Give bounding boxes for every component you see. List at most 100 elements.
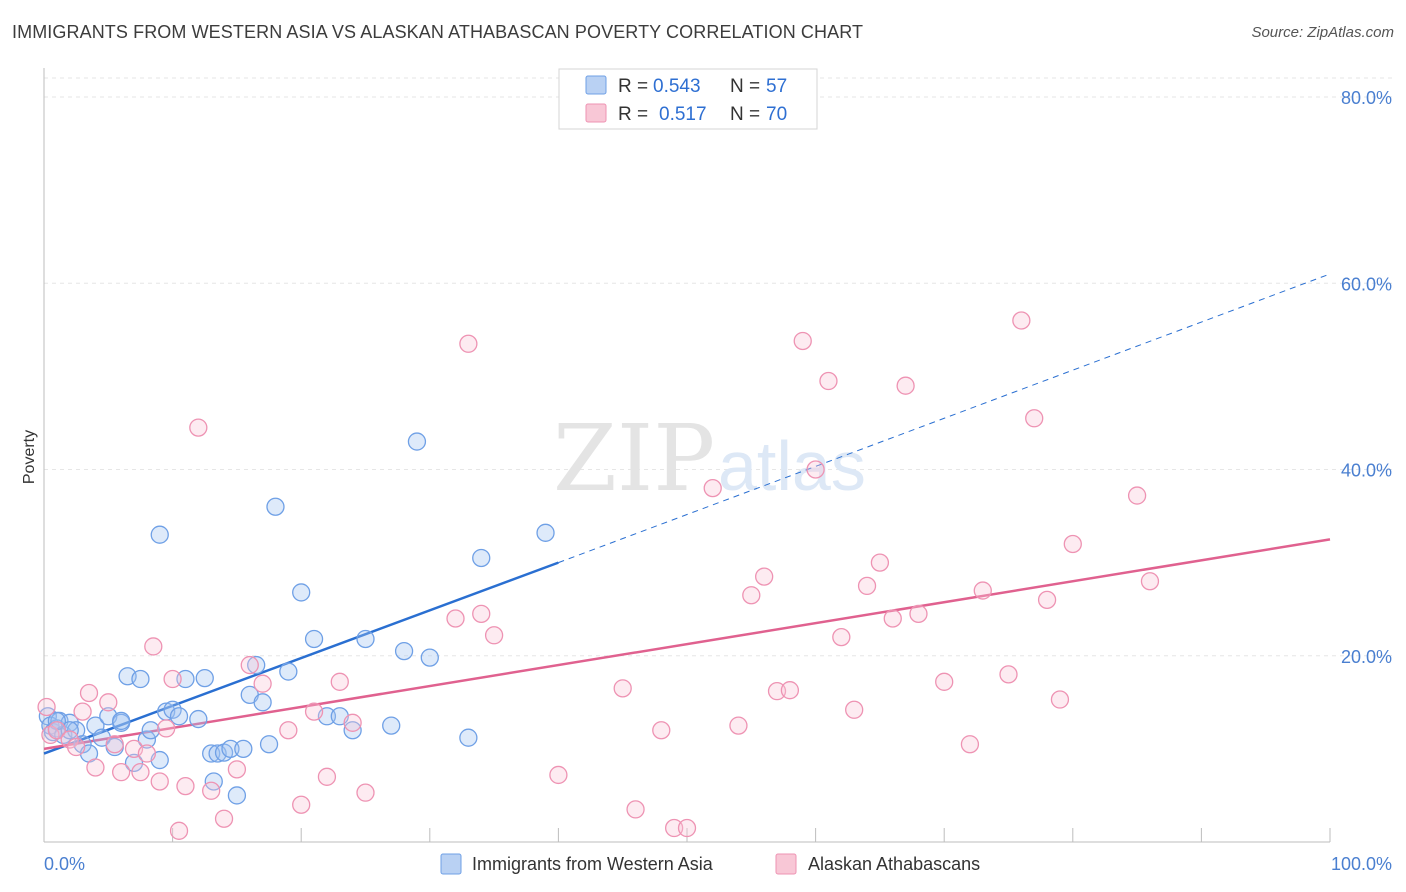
point-athabascan [304,702,324,721]
point-athabascan [73,702,92,721]
point-western-asia [189,709,208,729]
point-athabascan [150,772,169,791]
point-athabascan [67,737,86,757]
point-western-asia [343,721,362,740]
point-western-asia [150,525,169,544]
point-athabascan [86,758,105,777]
point-western-asia [112,711,131,731]
point-athabascan [909,604,928,623]
point-western-asia [202,744,221,763]
x-tick-label: 100.0% [1331,854,1392,874]
point-athabascan [896,376,915,395]
y-tick-label: 40.0% [1341,461,1392,481]
y-tick-label: 60.0% [1341,274,1392,294]
point-western-asia [394,641,414,661]
point-athabascan [189,418,208,437]
legend-swatch-pink [585,103,607,123]
point-athabascan [729,716,748,735]
y-tick-label: 80.0% [1341,88,1392,108]
point-athabascan [1012,311,1031,330]
point-athabascan [999,665,1018,684]
point-athabascan [845,700,864,719]
point-athabascan [157,719,176,738]
trend-line-extension [558,273,1331,564]
point-athabascan [214,809,234,828]
point-athabascan [169,821,189,840]
source-label: Source: ZipAtlas.com [1251,24,1394,41]
point-western-asia [279,662,298,681]
point-western-asia [163,700,182,719]
point-western-asia [141,721,160,740]
y-tick-label: 20.0% [1341,647,1392,667]
point-athabascan [330,672,349,691]
gridlines [44,77,1392,657]
point-athabascan [99,693,118,712]
point-athabascan [459,334,478,353]
series-legend: Immigrants from Western Asia Alaskan Ath… [440,853,980,875]
point-western-asia [304,629,324,649]
point-athabascan [79,683,99,703]
point-athabascan [176,776,195,796]
point-athabascan [935,672,954,691]
point-western-asia [131,669,150,689]
point-athabascan [883,609,902,628]
point-athabascan [960,735,980,754]
point-athabascan [742,586,761,605]
point-athabascan [472,604,491,623]
point-western-asia [382,716,401,735]
point-athabascan [144,637,163,656]
point-athabascan [356,783,375,802]
point-athabascan [227,760,247,779]
point-athabascan [484,626,504,645]
point-athabascan [819,371,838,391]
point-athabascan [1140,572,1160,591]
point-athabascan [163,669,182,689]
x-tick-label: 0.0% [44,854,85,874]
point-athabascan [1025,409,1044,428]
point-athabascan [279,721,298,740]
watermark-atlas: atlas [718,427,866,505]
point-athabascan [857,576,877,596]
point-western-asia [124,753,144,772]
watermark-zip: ZIP [553,405,715,512]
point-athabascan [1063,534,1082,554]
y-axis-label: Poverty [21,430,38,484]
point-western-asia [227,786,247,805]
point-athabascan [870,553,890,572]
point-western-asia [253,693,272,712]
legend-n-value-2: 70 [766,104,787,125]
legend-r-label-2: R = [618,104,648,125]
point-western-asia [259,735,279,754]
point-athabascan [664,818,684,838]
point-athabascan [317,767,337,786]
point-western-asia [247,655,266,675]
point-athabascan [60,730,79,749]
series-legend-label-1: Immigrants from Western Asia [472,854,714,874]
point-western-asia [356,629,375,649]
point-western-asia [169,707,189,726]
trend-lines [43,273,1331,755]
point-athabascan [767,681,787,701]
point-athabascan [549,765,568,785]
point-athabascan [832,627,851,647]
point-western-asia [176,669,195,689]
x-tick-labels: 0.0% 100.0% [44,854,1392,874]
x-axis-ticks [172,828,1331,842]
point-western-asia [266,497,285,516]
point-athabascan [253,674,272,693]
point-athabascan [780,681,800,700]
point-athabascan [973,581,992,600]
legend-r-value-1: 0.543 [653,76,701,97]
point-athabascan [292,795,311,814]
legend-r-label-1: R = [618,76,648,97]
trend-line-athabascan [43,538,1331,751]
point-athabascan [112,763,131,782]
chart-title: IMMIGRANTS FROM WESTERN ASIA VS ALASKAN … [12,22,864,42]
data-points [37,311,1160,840]
point-athabascan [755,567,774,586]
legend-r-value-2: 0.517 [659,104,707,125]
y-tick-labels: 20.0% 40.0% 60.0% 80.0% [1341,88,1392,667]
point-athabascan [1127,486,1147,505]
series-legend-swatch-blue [440,853,462,875]
point-athabascan [806,460,825,479]
